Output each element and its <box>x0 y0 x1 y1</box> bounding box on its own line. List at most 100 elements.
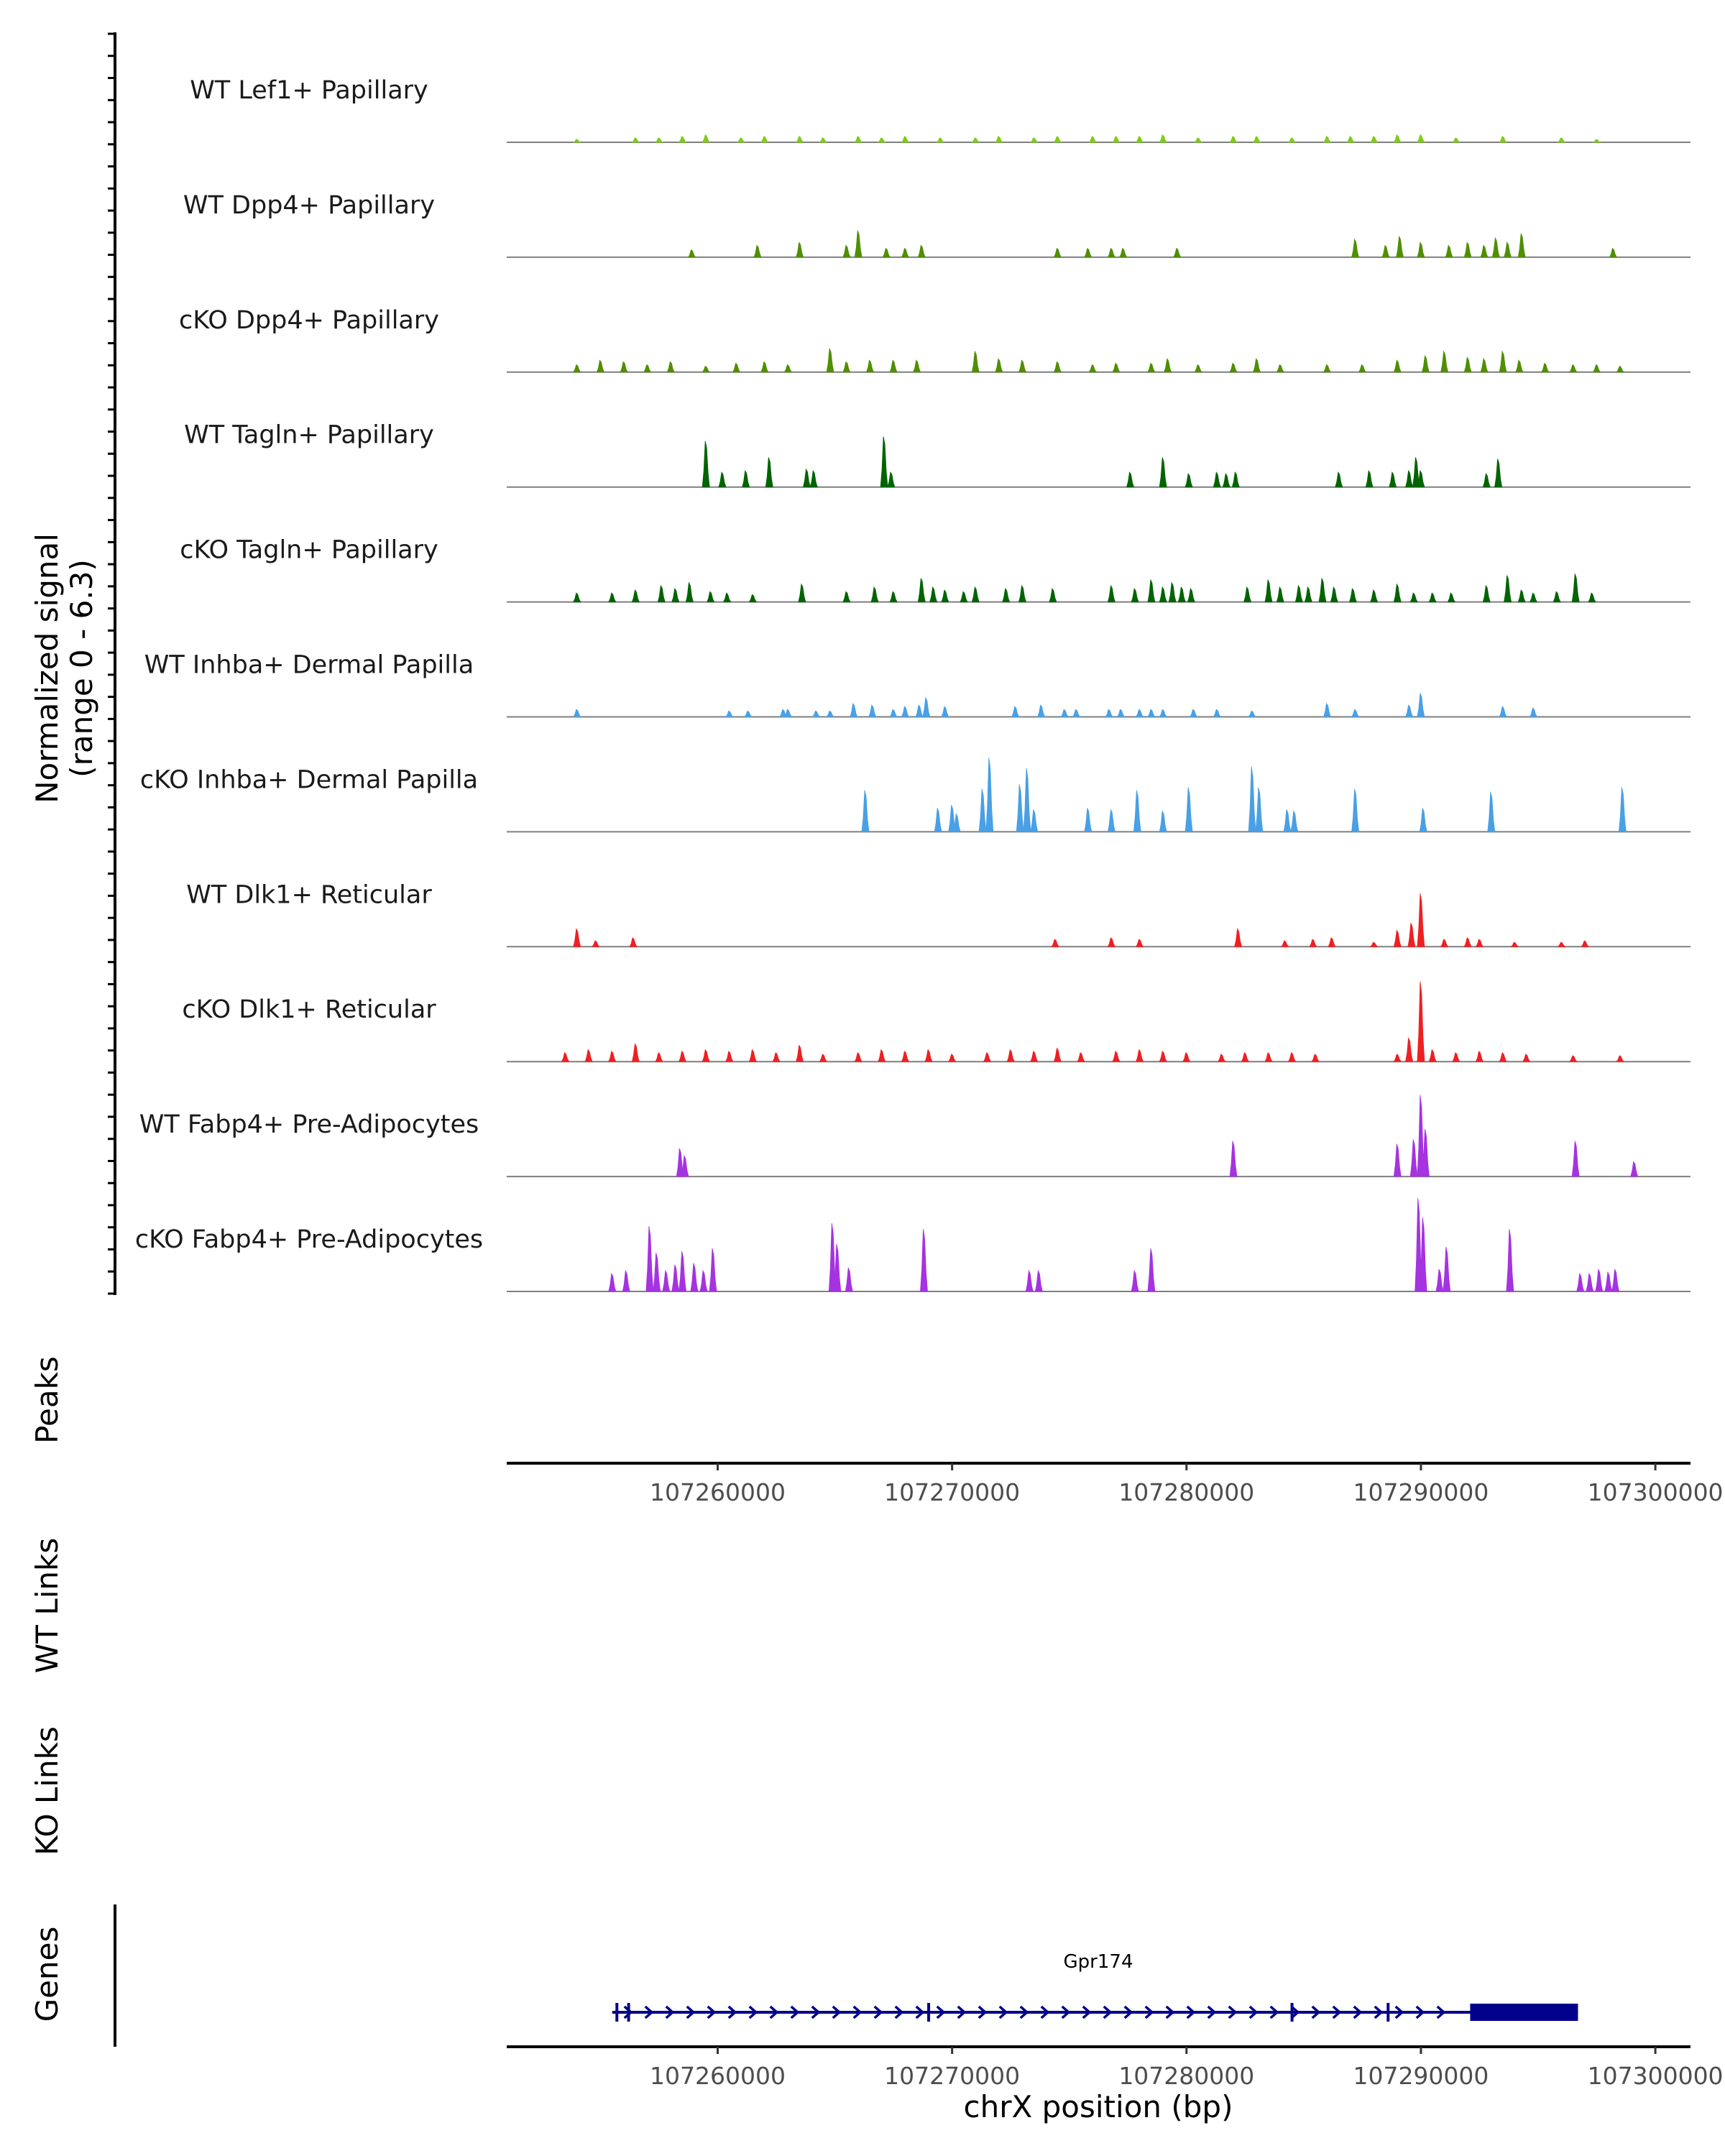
coverage-peak <box>924 1049 933 1062</box>
coverage-peak <box>795 136 804 143</box>
coverage-axis <box>108 32 116 1295</box>
coverage-peak <box>1604 1271 1613 1292</box>
coverage-peak <box>631 137 640 143</box>
coverage-peak <box>1229 1141 1238 1177</box>
coverage-peak <box>681 1154 689 1177</box>
coverage-peak <box>1482 584 1491 602</box>
coverage-peak <box>1480 244 1489 258</box>
coverage-peak <box>1159 810 1167 832</box>
coverage-peak <box>936 137 945 143</box>
coverage-peak <box>1428 592 1437 602</box>
coverage-peak <box>1147 1248 1156 1292</box>
gene-strand-arrow <box>915 2005 925 2019</box>
coverage-peak <box>1515 359 1524 373</box>
track-10: WT Fabp4+ Pre-Adipocytes <box>139 1095 1690 1178</box>
coverage-peak <box>1581 940 1590 947</box>
coverage-peak <box>929 586 938 602</box>
track-label: WT Dlk1+ Reticular <box>186 880 432 909</box>
gene-strand-arrow <box>936 2005 946 2019</box>
gene-strand-arrow <box>1269 2005 1279 2019</box>
coverage-peak <box>1443 1247 1451 1292</box>
coverage-peak <box>1112 362 1121 373</box>
gene-strand-arrow <box>1228 2005 1238 2019</box>
coverage-peak <box>1283 809 1292 832</box>
coverage-peak <box>702 441 710 488</box>
track-label: cKO Inhba+ Dermal Papilla <box>140 765 478 794</box>
coverage-peak <box>1592 139 1601 143</box>
gene-strand-arrow <box>623 2005 633 2019</box>
coverage-peak <box>1335 471 1343 488</box>
coverage-peak <box>1405 704 1414 717</box>
coverage-peak <box>1499 136 1507 143</box>
coverage-peak <box>1417 981 1425 1062</box>
coverage-peak <box>631 589 640 602</box>
coverage-peak <box>1393 583 1402 602</box>
coverage-peak <box>1393 929 1402 947</box>
coverage-peak <box>725 710 734 717</box>
coverage-peak <box>1159 457 1167 488</box>
coverage-peak <box>653 1253 661 1292</box>
coverage-peak <box>1611 1268 1620 1292</box>
coverage-peak <box>1184 787 1193 832</box>
coverage-peak <box>561 1052 570 1062</box>
track-3: cKO Dpp4+ Papillary <box>179 306 1690 373</box>
coverage-peak <box>1557 941 1566 947</box>
coverage-peak <box>915 704 924 717</box>
coverage-peak <box>842 591 851 602</box>
coverage-peak <box>1417 893 1425 947</box>
coverage-peak <box>1294 584 1303 602</box>
gene-strand-arrow <box>707 2005 717 2019</box>
track-11: cKO Fabp4+ Pre-Adipocytes <box>135 1197 1690 1292</box>
coverage-peak <box>1552 591 1561 602</box>
track-5: cKO Tagln+ Papillary <box>180 536 1690 603</box>
coverage-peak <box>1419 808 1427 832</box>
coverage-peak <box>1072 709 1081 717</box>
gene-strand-arrow <box>1019 2005 1029 2019</box>
coverage-peak <box>1182 1052 1191 1062</box>
coverage-peak <box>1077 1052 1085 1062</box>
coverage-peak <box>1011 706 1020 717</box>
coverage-peak <box>1253 358 1261 373</box>
coverage-peak <box>1030 1050 1039 1062</box>
x-axis-tick-label: 107290000 <box>1353 1478 1489 1506</box>
coverage-peak <box>1609 247 1618 258</box>
gene-x-axis: 107260000 107270000 107280000 107290000 1073… <box>507 2045 1724 2090</box>
coverage-peak <box>1499 1052 1507 1062</box>
coverage-peak <box>1588 592 1596 602</box>
coverage-peak <box>985 757 994 832</box>
coverage-peak <box>971 586 980 602</box>
coverage-peak <box>1463 241 1472 258</box>
coverage-peak <box>952 813 961 832</box>
coverage-peak <box>796 1044 804 1062</box>
coverage-peak <box>1480 358 1489 373</box>
coverage-peak <box>1407 923 1416 947</box>
coverage-peak <box>1159 134 1167 143</box>
coverage-peak <box>783 709 793 717</box>
coverage-peak <box>1276 364 1285 373</box>
coverage-peak <box>1187 587 1195 602</box>
gene-strand-arrow <box>665 2005 675 2019</box>
track-label: WT Lef1+ Papillary <box>190 76 428 105</box>
coverage-peak <box>1482 473 1491 488</box>
coverage-peak <box>1006 1049 1015 1062</box>
coverage-tracks: WT Lef1+ Papillary WT Dpp4+ Papillary cKO … <box>135 76 1690 1292</box>
coverage-peak <box>596 359 605 373</box>
x-axis-tick-label: 107300000 <box>1588 1478 1724 1506</box>
gene-strand-arrow <box>1248 2005 1259 2019</box>
coverage-peak <box>1541 362 1550 373</box>
gene-strand-arrow <box>748 2005 758 2019</box>
coverage-peak <box>1147 579 1156 602</box>
gene-strand-arrow <box>957 2005 967 2019</box>
gene-model <box>612 2003 1578 2022</box>
coverage-peak <box>1522 1054 1531 1062</box>
coverage-peak <box>1051 939 1059 947</box>
coverage-peak <box>887 471 896 488</box>
coverage-peak <box>878 1049 886 1062</box>
gene-strand-arrow <box>1374 2005 1384 2019</box>
coverage-peak <box>1557 137 1566 143</box>
coverage-peak <box>573 592 581 602</box>
coverage-peak <box>702 365 711 373</box>
coverage-peak <box>995 136 1003 143</box>
coverage-peak <box>1595 1268 1604 1292</box>
coverage-peak <box>1475 939 1484 947</box>
